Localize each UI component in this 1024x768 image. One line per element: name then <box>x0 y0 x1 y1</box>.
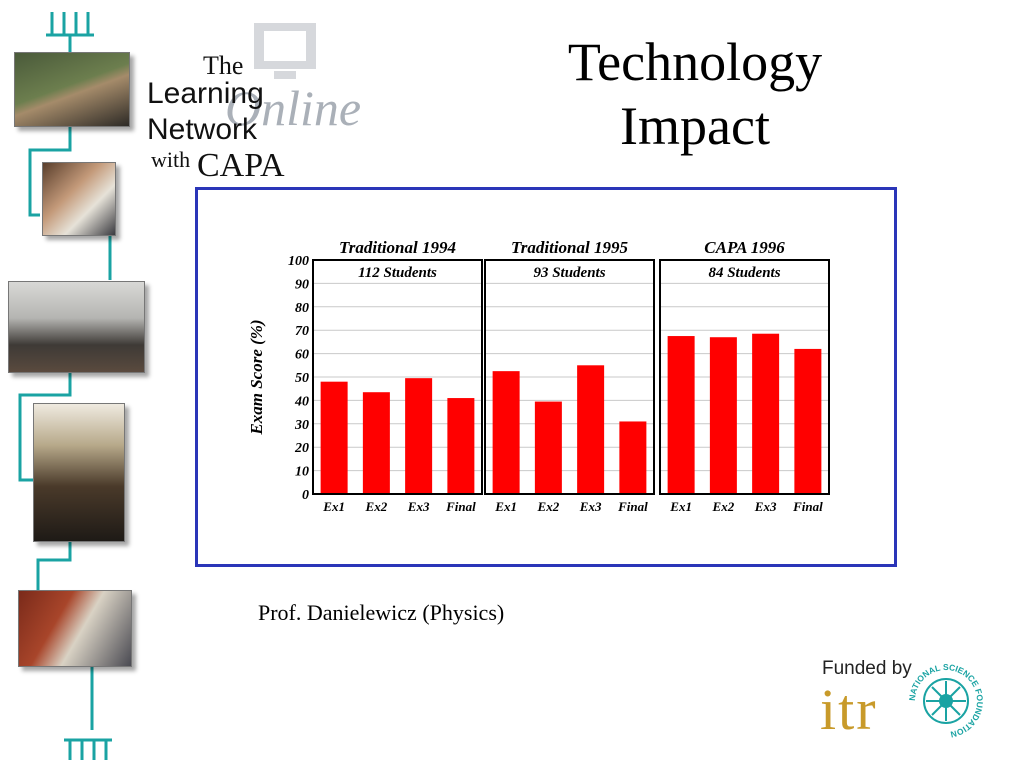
bar-p0-1 <box>362 392 390 494</box>
decorative-rail <box>18 12 112 760</box>
y-tick-label-8: 80 <box>295 301 309 316</box>
x-tick-label-p1-0: Ex1 <box>494 499 517 514</box>
x-tick-label-p1-2: Ex3 <box>579 499 602 514</box>
monitor-icon <box>254 23 316 79</box>
photo-student-desk <box>42 162 116 236</box>
y-tick-label-6: 60 <box>295 348 309 363</box>
photo-library-window <box>33 403 125 542</box>
slide-title-line2: Impact <box>620 96 770 156</box>
panel-subtitle-1: 93 Students <box>533 265 605 281</box>
panel-border-1 <box>484 259 655 495</box>
panel-subtitle-0: 112 Students <box>358 265 437 281</box>
bar-p2-1 <box>709 337 737 494</box>
x-tick-label-p2-2: Ex3 <box>754 499 777 514</box>
x-tick-label-p2-1: Ex2 <box>712 499 735 514</box>
bar-p1-2 <box>577 365 605 494</box>
nsf-seal-icon: NATIONAL SCIENCE FOUNDATION <box>907 662 985 740</box>
logo-learning-text: Learning <box>147 77 264 110</box>
itr-logo: itr <box>820 677 878 742</box>
x-tick-label-p0-2: Ex3 <box>407 499 430 514</box>
x-tick-label-p1-3: Final <box>617 499 648 514</box>
y-tick-label-10: 100 <box>288 254 309 269</box>
photo-reading-student <box>18 590 132 667</box>
y-tick-label-4: 40 <box>294 394 309 409</box>
panel-title-2: CAPA 1996 <box>704 238 785 257</box>
bar-p2-3 <box>794 348 822 494</box>
photo-student-laptop <box>14 52 130 127</box>
exam-score-chart: 0 10 20 30 40 50 60 70 80 90 100 Exam Score (%) Trad… <box>247 238 830 514</box>
x-tick-label-p0-3: Final <box>445 499 476 514</box>
slide-caption: Prof. Danielewicz (Physics) <box>258 600 505 625</box>
y-tick-label-5: 50 <box>295 371 309 386</box>
logo-with-text: with <box>151 147 191 172</box>
bar-p0-0 <box>320 381 348 494</box>
logo-capa-text: CAPA <box>197 147 285 184</box>
bar-p2-2 <box>752 333 780 494</box>
panel-border-2 <box>659 259 830 495</box>
x-tick-label-p2-3: Final <box>792 499 823 514</box>
logo-online-text: Online <box>225 80 362 136</box>
x-tick-label-p2-0: Ex1 <box>669 499 692 514</box>
y-axis-label: Exam Score (%) <box>247 319 266 435</box>
slide-title: Technology Impact <box>480 30 910 158</box>
bar-p1-0 <box>492 371 520 494</box>
panel-title-1: Traditional 1995 <box>511 238 628 257</box>
panel-subtitle-2: 84 Students <box>708 265 780 281</box>
y-tick-label-1: 10 <box>295 465 309 480</box>
logo-network-text: Network <box>147 113 258 146</box>
y-tick-label-3: 30 <box>294 418 309 433</box>
y-tick-label-0: 0 <box>302 488 309 503</box>
logo-the-text: The <box>203 51 244 80</box>
x-tick-label-p0-1: Ex2 <box>365 499 388 514</box>
chart-frame: 0 10 20 30 40 50 60 70 80 90 100 Exam Score (%) Trad… <box>195 187 897 567</box>
learning-online-network-logo: Online The Learning Network with CAPA <box>145 15 395 190</box>
bar-p0-3 <box>447 398 475 494</box>
bar-p1-1 <box>534 401 562 494</box>
bar-p2-0 <box>667 336 695 494</box>
panel-title-0: Traditional 1994 <box>339 238 456 257</box>
slide-title-line1: Technology <box>567 32 823 92</box>
y-tick-label-9: 90 <box>295 277 309 292</box>
bar-p0-2 <box>405 378 433 494</box>
x-tick-label-p1-1: Ex2 <box>537 499 560 514</box>
bar-p1-3 <box>619 421 647 494</box>
y-tick-label-7: 70 <box>295 324 309 339</box>
funded-by-label: Funded by <box>822 658 912 679</box>
panel-border-0 <box>312 259 483 495</box>
photo-lecture-room <box>8 281 145 373</box>
y-tick-label-2: 20 <box>294 441 309 456</box>
x-tick-label-p0-0: Ex1 <box>322 499 345 514</box>
